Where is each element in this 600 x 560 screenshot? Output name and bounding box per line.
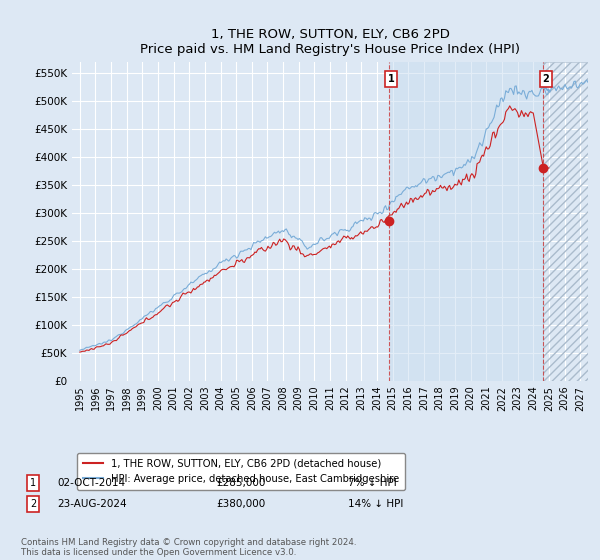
Text: 2: 2 [542,74,549,84]
Text: Contains HM Land Registry data © Crown copyright and database right 2024.
This d: Contains HM Land Registry data © Crown c… [21,538,356,557]
Text: 23-AUG-2024: 23-AUG-2024 [57,499,127,509]
Title: 1, THE ROW, SUTTON, ELY, CB6 2PD
Price paid vs. HM Land Registry's House Price I: 1, THE ROW, SUTTON, ELY, CB6 2PD Price p… [140,28,520,56]
Text: 02-OCT-2014: 02-OCT-2014 [57,478,125,488]
Text: £285,000: £285,000 [216,478,265,488]
Bar [544,62,588,381]
Text: £380,000: £380,000 [216,499,265,509]
Bar [389,62,544,381]
Text: 7% ↓ HPI: 7% ↓ HPI [348,478,397,488]
Text: 1: 1 [388,74,394,84]
Text: 2: 2 [30,499,36,509]
Text: 1: 1 [30,478,36,488]
Bar [544,62,588,381]
Legend: 1, THE ROW, SUTTON, ELY, CB6 2PD (detached house), HPI: Average price, detached : 1, THE ROW, SUTTON, ELY, CB6 2PD (detach… [77,453,405,490]
Text: 14% ↓ HPI: 14% ↓ HPI [348,499,403,509]
